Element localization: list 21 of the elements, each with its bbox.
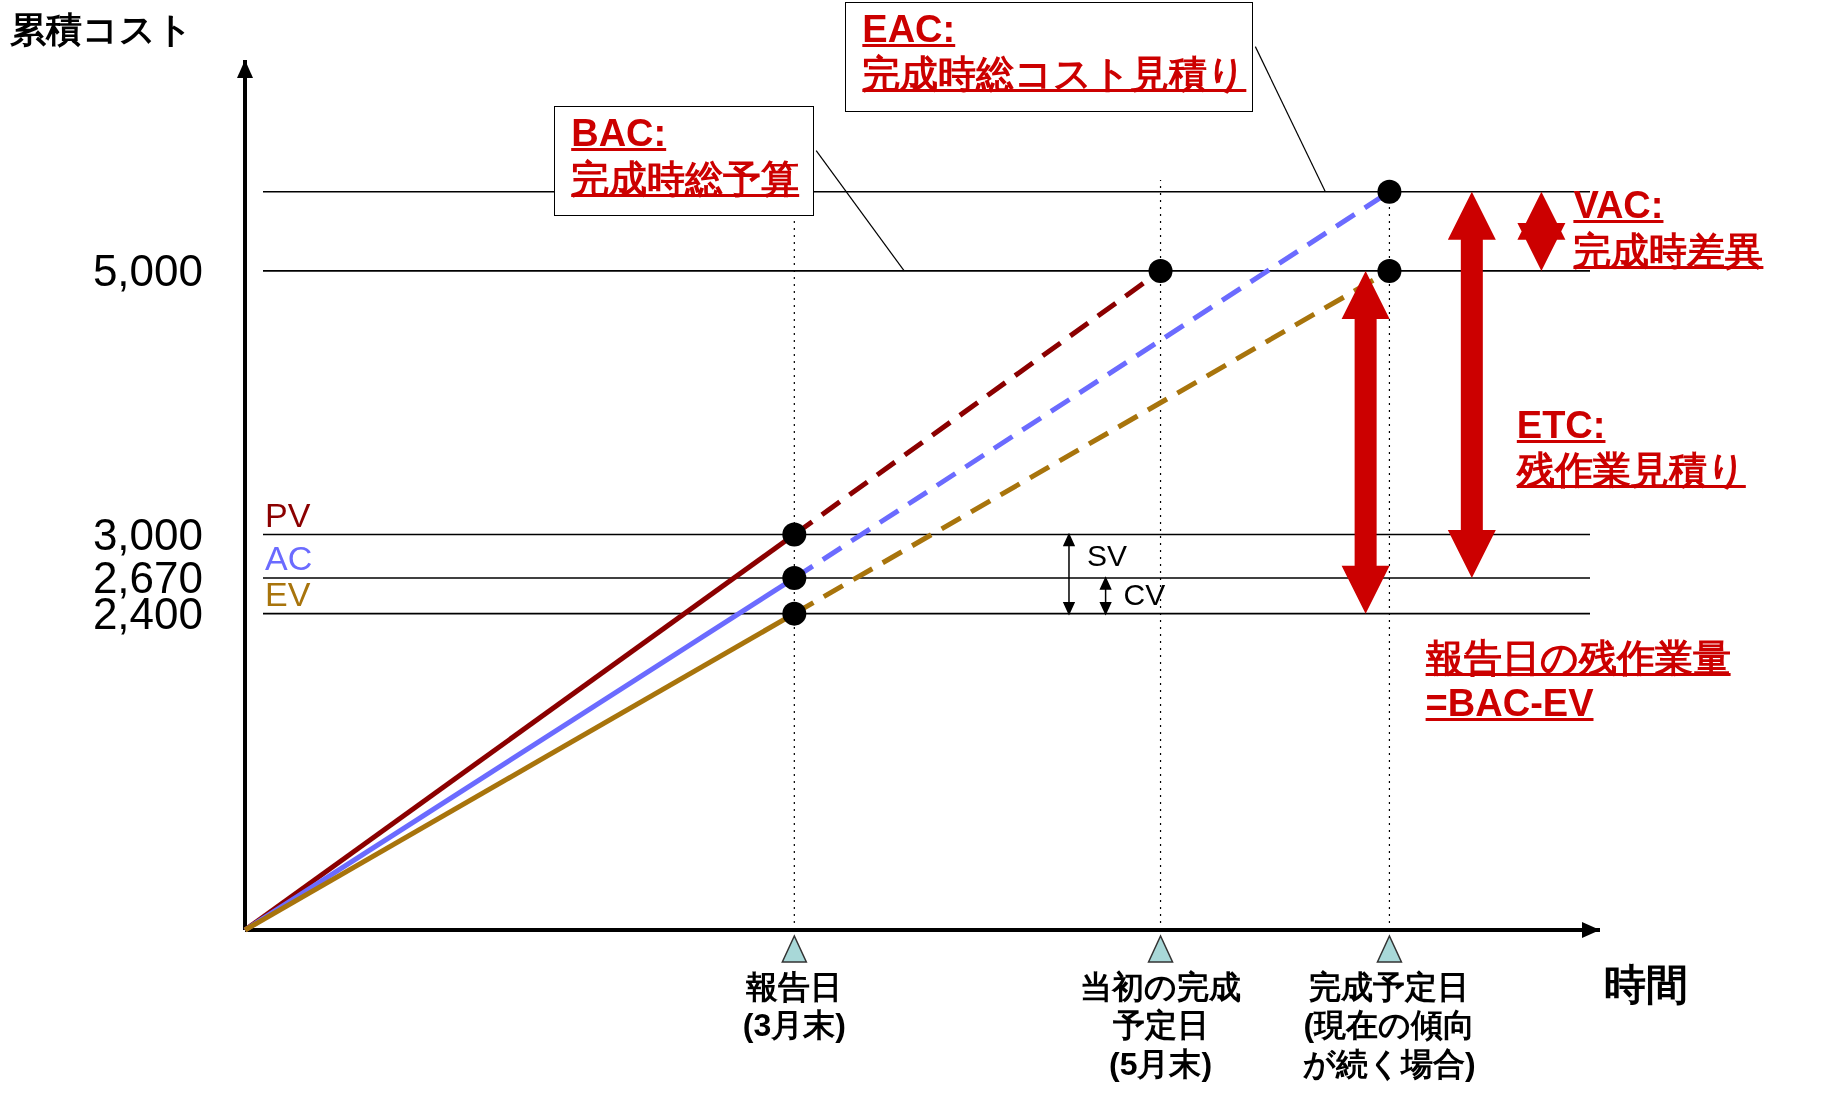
annotation: VAC: 完成時差異 bbox=[1573, 183, 1764, 274]
annotation: CV bbox=[1123, 577, 1166, 614]
point bbox=[782, 566, 807, 591]
y-axis-title: 累積コスト bbox=[10, 8, 193, 52]
x-tick-label: 完成予定日 (現在の傾向が続く場合) bbox=[1302, 968, 1477, 1084]
annotation: ETC: 残作業見積り bbox=[1516, 402, 1746, 494]
annotation: EAC: 完成時総コスト見積り bbox=[845, 1, 1254, 112]
point bbox=[1377, 179, 1402, 204]
x-tick-label: 報告日 (3月末) bbox=[741, 968, 847, 1045]
x-tick-label: 当初の完成予定日 (5月末) bbox=[1079, 968, 1243, 1084]
annotation: 報告日の残作業量 =BAC-EV bbox=[1425, 635, 1731, 727]
y-tick-label: 3,000 bbox=[92, 509, 203, 559]
point bbox=[782, 522, 807, 547]
annotation: BAC: 完成時総予算 bbox=[554, 105, 815, 216]
y-tick-label: 5,000 bbox=[92, 245, 203, 295]
text: PV bbox=[265, 495, 311, 534]
point bbox=[1377, 258, 1402, 283]
point bbox=[782, 601, 807, 626]
annotation: SV bbox=[1086, 537, 1128, 574]
point bbox=[1148, 258, 1173, 283]
x-axis-title: 時間 bbox=[1604, 960, 1688, 1010]
